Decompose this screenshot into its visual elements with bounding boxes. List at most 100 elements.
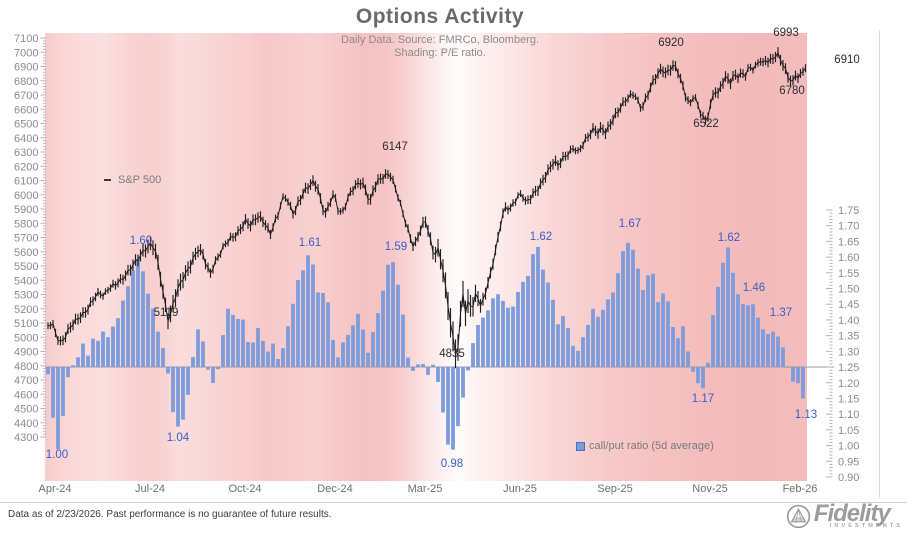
- chart-title: Options Activity: [355, 5, 525, 28]
- left-axis-label: 6600: [14, 104, 38, 116]
- ratio-bar: [321, 292, 325, 368]
- footer-divider: [0, 502, 907, 503]
- ratio-bar: [751, 304, 755, 368]
- ratio-bar: [621, 251, 625, 368]
- ratio-bar: [301, 270, 305, 368]
- left-axis-label: 5300: [14, 290, 38, 302]
- ratio-bar: [426, 367, 430, 375]
- ratio-bar: [521, 281, 525, 368]
- right-axis-label: 1.60: [838, 252, 859, 264]
- right-axis-label: 1.45: [838, 299, 859, 311]
- ratio-bar: [746, 305, 750, 368]
- ratio-bar: [251, 342, 255, 368]
- ratio-bar: [731, 272, 735, 368]
- ratio-bar: [686, 351, 690, 368]
- ratio-annotation: 1.46: [743, 282, 765, 294]
- ratio-bar: [341, 342, 345, 368]
- ratio-bar: [411, 367, 415, 371]
- left-axis-label: 5900: [14, 204, 38, 216]
- left-axis-label: 5500: [14, 261, 38, 273]
- ratio-bar: [371, 332, 375, 368]
- ratio-bar: [791, 367, 795, 382]
- ratio-bar: [726, 247, 730, 368]
- left-axis-label: 6900: [14, 62, 38, 74]
- x-axis-label: Oct-24: [228, 483, 261, 495]
- fidelity-wordmark: Fidelity: [813, 500, 891, 527]
- ratio-bar: [681, 326, 685, 368]
- ratio-bar: [361, 329, 365, 368]
- ratio-bar: [526, 275, 530, 368]
- right-axis-label: 1.25: [838, 362, 859, 374]
- ratio-bar: [71, 365, 75, 368]
- ratio-bar: [211, 367, 215, 384]
- ratio-bar: [666, 301, 670, 368]
- ratio-annotation: 1.67: [619, 218, 641, 230]
- fidelity-investments-label: INVESTMENTS: [829, 523, 903, 529]
- right-axis-label: 1.75: [838, 205, 859, 217]
- left-axis-label: 4300: [14, 432, 38, 444]
- ratio-bar: [736, 294, 740, 368]
- ratio-bar: [476, 324, 480, 368]
- right-axis-label: 1.00: [838, 441, 859, 453]
- ratio-bar: [121, 300, 125, 368]
- subtitle-line-2: Shading: P/E ratio.: [394, 47, 486, 59]
- ratio-bar: [506, 307, 510, 368]
- left-axis-label: 6000: [14, 190, 38, 202]
- ratio-bar: [326, 302, 330, 368]
- left-axis-label: 5000: [14, 332, 38, 344]
- left-axis-label: 6200: [14, 161, 38, 173]
- ratio-bar: [216, 367, 220, 370]
- ratio-bar: [626, 242, 630, 368]
- price-annotation: 6910: [834, 54, 860, 66]
- ratio-bar: [206, 367, 210, 370]
- ratio-bar: [466, 367, 470, 371]
- ratio-annotation: 1.17: [692, 393, 714, 405]
- ratio-bar: [786, 367, 790, 368]
- left-axis-label: 4700: [14, 375, 38, 387]
- ratio-bar: [76, 357, 80, 368]
- price-annotation: 6147: [382, 141, 408, 153]
- ratio-bar: [226, 308, 230, 368]
- ratio-bar: [126, 286, 130, 368]
- ratio-bar: [311, 264, 315, 368]
- ratio-bar: [766, 334, 770, 368]
- ratio-bar: [351, 325, 355, 368]
- callput-bar-marker-icon: [576, 441, 585, 451]
- right-axis-label: 1.40: [838, 315, 859, 327]
- right-axis-label: 1.65: [838, 236, 859, 248]
- ratio-bar: [96, 340, 100, 368]
- footer-disclaimer: Data as of 2/23/2026. Past performance i…: [8, 509, 332, 520]
- ratio-bar: [561, 316, 565, 368]
- ratio-bar: [451, 367, 455, 450]
- left-axis-label: 6100: [14, 176, 38, 188]
- ratio-bar: [391, 262, 395, 368]
- ratio-bar: [186, 367, 190, 395]
- axis-ticks: [40, 37, 833, 478]
- ratio-bar: [601, 309, 605, 368]
- ratio-bar: [541, 269, 545, 368]
- ratio-bar: [606, 299, 610, 368]
- ratio-annotation: 1.04: [167, 432, 190, 444]
- legend-sp500: S&P 500: [104, 174, 161, 186]
- ratio-bar: [516, 291, 520, 368]
- ratio-bar: [376, 313, 380, 368]
- ratio-bar: [331, 339, 335, 368]
- ratio-bar: [691, 367, 695, 372]
- ratio-annotation: 1.37: [770, 307, 792, 319]
- ratio-annotation: 1.00: [46, 449, 68, 461]
- ratio-bar: [386, 264, 390, 368]
- ratio-bar: [401, 314, 405, 368]
- ratio-annotation: 1.61: [299, 237, 321, 249]
- right-axis-label: 0.95: [838, 456, 859, 468]
- x-axis-label: Dec-24: [317, 483, 352, 495]
- ratio-bar: [281, 348, 285, 368]
- right-axis-label: 1.15: [838, 393, 859, 405]
- ratio-bar: [346, 334, 350, 368]
- ratio-bar: [471, 343, 475, 368]
- ratio-bar: [761, 329, 765, 368]
- ratio-bar: [366, 352, 370, 368]
- left-axis-label: 4500: [14, 404, 38, 416]
- ratio-bar: [236, 319, 240, 368]
- left-axis-label: 5800: [14, 218, 38, 230]
